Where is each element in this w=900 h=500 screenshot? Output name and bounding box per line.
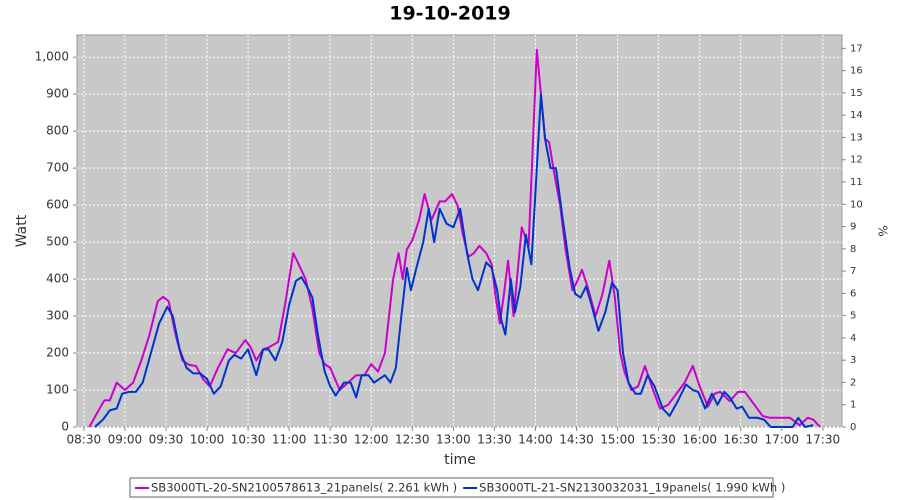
y2-tick-label: 12 bbox=[850, 155, 863, 166]
y2-tick-label: 16 bbox=[850, 66, 863, 77]
y2-tick-label: 7 bbox=[850, 266, 856, 277]
y2-tick-label: 3 bbox=[850, 355, 856, 366]
y-tick-label: 800 bbox=[46, 124, 69, 138]
y-tick-label: 100 bbox=[46, 383, 69, 397]
x-tick-label: 16:30 bbox=[723, 433, 758, 447]
x-tick-label: 09:00 bbox=[108, 433, 143, 447]
y2-axis-label: % bbox=[876, 225, 890, 236]
x-axis-label: time bbox=[444, 452, 476, 468]
y-tick-label: 600 bbox=[46, 198, 69, 212]
y2-tick-label: 0 bbox=[850, 422, 856, 433]
x-tick-label: 09:30 bbox=[149, 433, 184, 447]
plot-area bbox=[76, 34, 843, 428]
plot-layer bbox=[77, 35, 842, 428]
legend-label: SB3000TL-20-SN2100578613_21panels( 2.261… bbox=[151, 481, 457, 495]
x-tick-label: 14:30 bbox=[559, 433, 594, 447]
x-tick-label: 12:00 bbox=[354, 433, 389, 447]
x-tick-label: 13:30 bbox=[477, 433, 512, 447]
legend bbox=[129, 477, 774, 498]
x-tick-label: 11:30 bbox=[313, 433, 348, 447]
y-tick-label: 900 bbox=[46, 87, 69, 101]
x-tick-label: 15:00 bbox=[600, 433, 635, 447]
y2-tick-label: 17 bbox=[850, 43, 863, 54]
y2-tick-label: 2 bbox=[850, 377, 856, 388]
x-tick-label: 17:00 bbox=[764, 433, 799, 447]
y-tick-label: 200 bbox=[46, 346, 69, 360]
x-tick-label: 10:00 bbox=[190, 433, 225, 447]
x-tick-label: 11:00 bbox=[272, 433, 307, 447]
y-tick-label: 0 bbox=[61, 420, 69, 434]
x-tick-label: 14:00 bbox=[518, 433, 553, 447]
chart-title: 19-10-2019 bbox=[389, 3, 511, 25]
y-tick-label: 700 bbox=[46, 161, 69, 175]
y-axis-label: Watt bbox=[14, 214, 30, 247]
legend-label: SB3000TL-21-SN2130032031_19panels( 1.990… bbox=[479, 481, 785, 495]
y-tick-label: 400 bbox=[46, 272, 69, 286]
y2-tick-label: 5 bbox=[850, 311, 856, 322]
series-line bbox=[94, 93, 814, 428]
x-tick-label: 17:30 bbox=[806, 433, 841, 447]
y-tick-label: 500 bbox=[46, 235, 69, 249]
y2-tick-label: 15 bbox=[850, 88, 863, 99]
y2-tick-label: 8 bbox=[850, 244, 856, 255]
x-tick-label: 15:30 bbox=[641, 433, 676, 447]
x-tick-label: 08:30 bbox=[67, 433, 102, 447]
x-tick-label: 12:30 bbox=[395, 433, 430, 447]
y2-tick-label: 1 bbox=[850, 400, 856, 411]
x-tick-label: 16:00 bbox=[682, 433, 717, 447]
y2-tick-label: 4 bbox=[850, 333, 856, 344]
y2-tick-label: 6 bbox=[850, 288, 856, 299]
x-tick-label: 10:30 bbox=[231, 433, 266, 447]
y-tick-label: 1,000 bbox=[35, 50, 69, 64]
y2-tick-label: 13 bbox=[850, 132, 863, 143]
y2-tick-label: 10 bbox=[850, 199, 863, 210]
y2-tick-label: 11 bbox=[850, 177, 863, 188]
y-tick-label: 300 bbox=[46, 309, 69, 323]
y2-tick-label: 9 bbox=[850, 222, 856, 233]
y2-tick-label: 14 bbox=[850, 110, 863, 121]
x-tick-label: 13:00 bbox=[436, 433, 471, 447]
